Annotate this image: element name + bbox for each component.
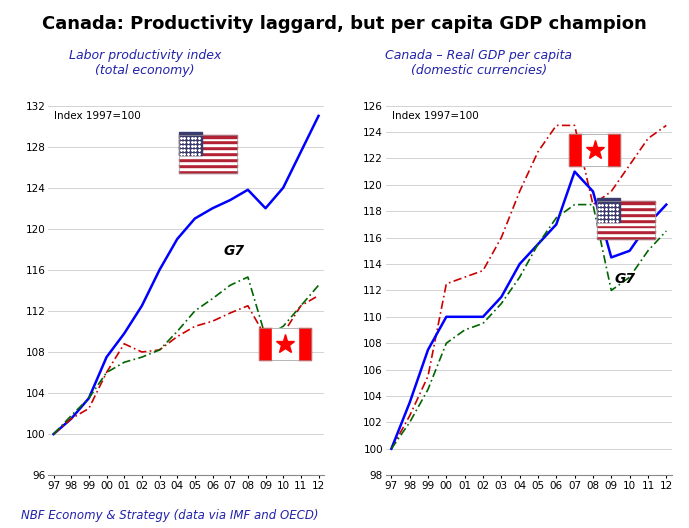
Bar	[179, 167, 237, 169]
Bar	[260, 328, 272, 360]
Bar	[179, 149, 237, 152]
Bar	[179, 164, 237, 167]
Text: G7: G7	[615, 272, 635, 286]
Bar	[597, 204, 655, 207]
Bar	[179, 152, 237, 155]
Bar	[179, 161, 237, 164]
Text: Canada – Real GDP per capita
(domestic currencies): Canada – Real GDP per capita (domestic c…	[385, 49, 573, 77]
Text: Index 1997=100: Index 1997=100	[391, 111, 478, 121]
Bar	[597, 219, 655, 222]
Text: NBF Economy & Strategy (data via IMF and OECD): NBF Economy & Strategy (data via IMF and…	[21, 508, 318, 522]
Bar	[179, 131, 203, 155]
Bar	[597, 224, 655, 228]
Bar	[597, 210, 655, 213]
Bar	[597, 233, 655, 236]
Bar	[298, 328, 311, 360]
Bar	[597, 207, 655, 210]
Bar	[597, 230, 655, 233]
Bar	[179, 169, 237, 173]
Bar	[597, 198, 620, 222]
Text: G7: G7	[223, 244, 244, 258]
Text: Labor productivity index
(total economy): Labor productivity index (total economy)	[68, 49, 221, 77]
Bar	[597, 236, 655, 239]
Bar	[179, 146, 237, 149]
Bar	[179, 135, 237, 138]
Bar	[568, 134, 582, 166]
Bar	[608, 134, 620, 166]
Bar	[582, 134, 608, 166]
Bar	[179, 140, 237, 144]
Bar	[179, 155, 237, 158]
Text: Index 1997=100: Index 1997=100	[54, 111, 141, 121]
Bar	[179, 144, 237, 146]
Bar	[597, 201, 655, 204]
Bar	[597, 222, 655, 224]
Bar	[179, 158, 237, 161]
Bar	[597, 213, 655, 216]
Bar	[597, 216, 655, 219]
Bar	[179, 138, 237, 140]
Text: Canada: Productivity laggard, but per capita GDP champion: Canada: Productivity laggard, but per ca…	[42, 15, 647, 33]
Bar	[272, 328, 298, 360]
Bar	[597, 228, 655, 230]
